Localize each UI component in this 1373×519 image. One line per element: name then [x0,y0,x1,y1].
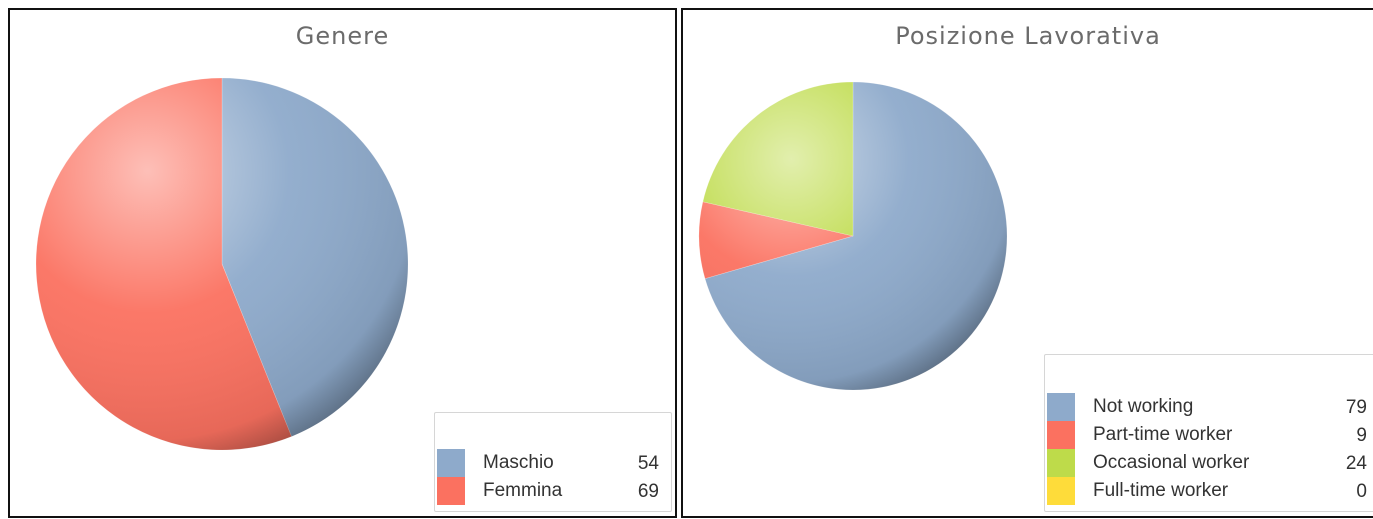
chart-panel-posizione-lavorativa: Posizione Lavorativa Not working 79 Part… [681,8,1373,518]
chart-title: Genere [295,22,390,50]
legend-value: 0 [1356,481,1367,502]
legend-label: Femmina [483,480,563,501]
legend-value: 79 [1345,397,1367,418]
legend-value: 9 [1356,425,1367,446]
legend-label: Not working [1093,396,1194,417]
legend-swatch [1047,477,1075,505]
legend-item: Occasional worker [1047,449,1249,477]
legend-label: Part-time worker [1093,424,1233,445]
legend-value: 69 [637,481,659,502]
legend-genere: Maschio 54 Femmina 69 [434,412,672,512]
legend-posizione-lavorativa: Not working 79 Part-time worker 9 Occasi… [1044,354,1373,512]
legend-item: Femmina [437,477,562,505]
legend-swatch [437,449,465,477]
legend-item: Full-time worker [1047,477,1228,505]
legend-swatch [437,477,465,505]
legend-label: Maschio [483,452,554,473]
chart-title: Posizione Lavorativa [895,22,1161,50]
legend-swatch [1047,449,1075,477]
legend-label: Full-time worker [1093,480,1229,501]
legend-label: Occasional worker [1093,452,1250,473]
legend-value: 54 [637,453,659,474]
legend-swatch [1047,393,1075,421]
legend-value: 24 [1345,453,1367,474]
legend-item: Not working [1047,393,1193,421]
legend-swatch [1047,421,1075,449]
legend-item: Maschio [437,449,554,477]
chart-panel-genere: Genere Maschio 54 Femmina 69 [8,8,677,518]
legend-item: Part-time worker [1047,421,1232,449]
